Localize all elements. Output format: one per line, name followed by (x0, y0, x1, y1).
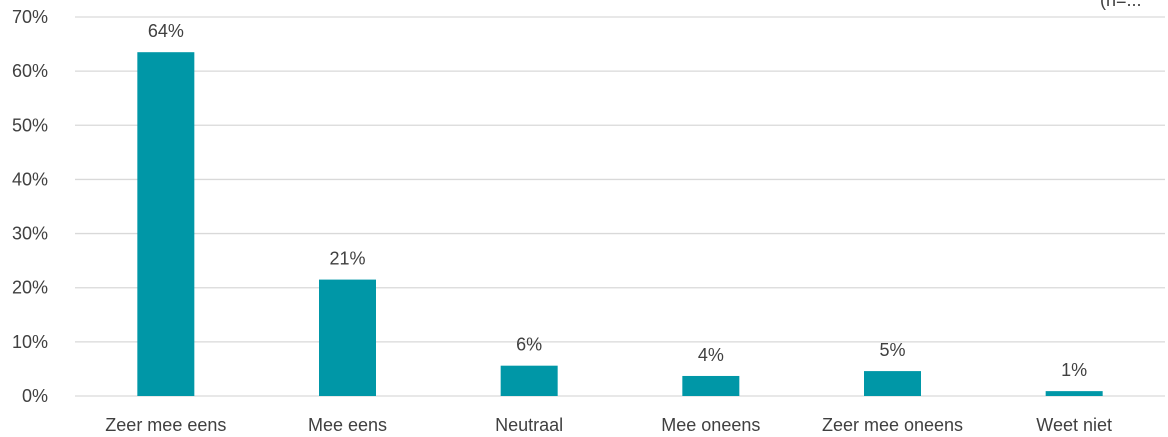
data-label: 64% (148, 21, 184, 41)
x-category-label: Zeer mee eens (105, 415, 226, 435)
bar (137, 52, 195, 396)
y-axis-tick-labels: 0% 10% 20% 30% 40% 50% 60% 70% (12, 7, 48, 406)
data-label: 6% (516, 335, 542, 355)
y-tick-label: 70% (12, 7, 48, 27)
gridlines (75, 16, 1165, 397)
y-tick-label: 0% (22, 386, 48, 406)
bar (864, 371, 921, 396)
corner-note: (n=... (1100, 0, 1142, 10)
y-tick-label: 30% (12, 224, 48, 244)
bar (319, 279, 376, 396)
data-label: 4% (698, 345, 724, 365)
data-label: 1% (1061, 360, 1087, 380)
data-label: 5% (879, 340, 905, 360)
bar (500, 365, 558, 396)
bar (1045, 391, 1103, 396)
data-label: 21% (329, 249, 365, 269)
x-category-label: Weet niet (1036, 415, 1112, 435)
x-category-label: Neutraal (495, 415, 563, 435)
y-tick-label: 20% (12, 278, 48, 298)
y-tick-label: 50% (12, 115, 48, 135)
bar (682, 375, 740, 396)
bars (137, 52, 1103, 396)
y-tick-label: 60% (12, 61, 48, 81)
y-tick-label: 40% (12, 169, 48, 189)
x-category-label: Zeer mee oneens (822, 415, 963, 435)
x-category-label: Mee oneens (661, 415, 760, 435)
x-axis-category-labels: Zeer mee eens Mee eens Neutraal Mee oneens Z… (105, 415, 1112, 435)
x-category-label: Mee eens (308, 415, 387, 435)
data-labels: 64% 21% 6% 4% 5% 1% (148, 21, 1087, 380)
y-tick-label: 10% (12, 332, 48, 352)
